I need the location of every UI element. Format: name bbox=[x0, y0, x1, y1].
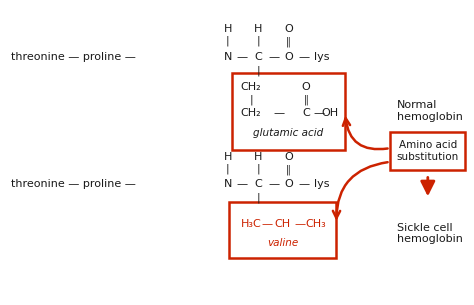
Text: |: | bbox=[256, 163, 260, 174]
Text: CH₂: CH₂ bbox=[241, 82, 262, 92]
Text: N: N bbox=[223, 179, 232, 189]
Text: —: — bbox=[273, 108, 284, 118]
Text: O: O bbox=[284, 52, 293, 62]
Text: O: O bbox=[284, 152, 293, 162]
Text: ‖: ‖ bbox=[286, 37, 291, 47]
Text: —: — bbox=[237, 179, 248, 189]
Text: O: O bbox=[284, 24, 293, 34]
Text: Amino acid
substitution: Amino acid substitution bbox=[397, 140, 459, 162]
Text: threonine — proline —: threonine — proline — bbox=[11, 179, 136, 189]
Text: glutamic acid: glutamic acid bbox=[254, 128, 324, 138]
Text: H: H bbox=[223, 152, 232, 162]
Text: OH: OH bbox=[322, 108, 339, 118]
Text: H: H bbox=[223, 24, 232, 34]
Text: ‖: ‖ bbox=[303, 95, 309, 105]
Text: lys: lys bbox=[314, 179, 329, 189]
Text: H: H bbox=[254, 152, 262, 162]
Bar bbox=[391, 132, 465, 170]
Text: O: O bbox=[301, 82, 310, 92]
Text: —: — bbox=[313, 108, 325, 118]
Text: |: | bbox=[249, 95, 253, 105]
Text: —: — bbox=[268, 52, 279, 62]
Text: threonine — proline —: threonine — proline — bbox=[11, 52, 136, 62]
Text: Normal
hemoglobin: Normal hemoglobin bbox=[397, 100, 463, 122]
Text: ‖: ‖ bbox=[286, 164, 291, 175]
Text: |: | bbox=[226, 163, 229, 174]
Text: —: — bbox=[261, 219, 273, 229]
Text: valine: valine bbox=[267, 238, 298, 248]
Text: CH₂: CH₂ bbox=[241, 108, 262, 118]
Bar bbox=[229, 202, 337, 258]
Text: H₃C: H₃C bbox=[241, 219, 262, 229]
Text: CH₃: CH₃ bbox=[305, 219, 326, 229]
Text: N: N bbox=[223, 52, 232, 62]
Text: |: | bbox=[226, 36, 229, 46]
Bar bbox=[232, 74, 345, 150]
Text: |: | bbox=[256, 36, 260, 46]
Text: CH: CH bbox=[274, 219, 291, 229]
Text: —: — bbox=[237, 52, 248, 62]
Text: —: — bbox=[294, 219, 305, 229]
Text: O: O bbox=[284, 179, 293, 189]
Text: |: | bbox=[256, 193, 260, 203]
Text: —: — bbox=[299, 179, 310, 189]
Text: C: C bbox=[254, 179, 262, 189]
Text: Sickle cell
hemoglobin: Sickle cell hemoglobin bbox=[397, 223, 463, 244]
Text: —: — bbox=[299, 52, 310, 62]
Text: C: C bbox=[254, 52, 262, 62]
Text: lys: lys bbox=[314, 52, 329, 62]
Text: C: C bbox=[302, 108, 310, 118]
Text: |: | bbox=[256, 65, 260, 76]
Text: —: — bbox=[268, 179, 279, 189]
Text: H: H bbox=[254, 24, 262, 34]
